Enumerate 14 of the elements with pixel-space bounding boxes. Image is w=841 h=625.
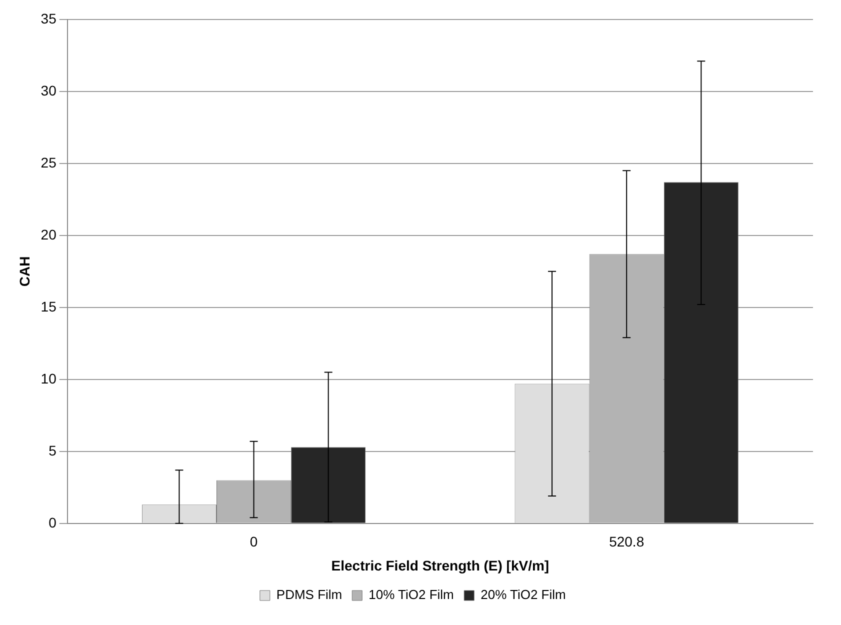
- y-tick-label: 25: [40, 154, 57, 170]
- y-tick-label: 35: [40, 10, 57, 26]
- legend-label: 10% TiO2 Film: [368, 587, 454, 602]
- y-tick-label: 30: [40, 82, 57, 98]
- y-axis-title: CAH: [16, 256, 32, 287]
- x-axis-title: Electric Field Strength (E) [kV/m]: [331, 557, 550, 574]
- y-tick-label: 5: [48, 442, 57, 458]
- y-tick-label: 0: [48, 514, 57, 530]
- y-tick-label: 15: [40, 298, 57, 314]
- x-tick-label: 520.8: [609, 534, 644, 550]
- y-tick-label: 20: [40, 226, 57, 242]
- legend-label: 20% TiO2 Film: [480, 587, 566, 602]
- legend-label: PDMS Film: [276, 587, 342, 602]
- y-tick-label: 10: [40, 370, 57, 386]
